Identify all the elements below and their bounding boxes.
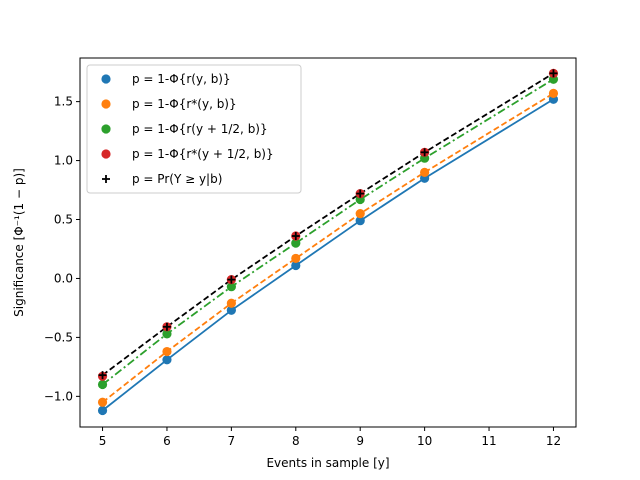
x-tick-label: 9	[356, 434, 364, 448]
series-5-point	[356, 189, 365, 198]
series-3-point	[291, 238, 301, 248]
legend-label-4: p = 1-Φ{r*(y + 1/2, b)}	[132, 147, 274, 161]
series-2-point	[355, 209, 365, 219]
legend-label-5: p = Pr(Y ≥ y|b)	[132, 172, 222, 186]
series-3-point	[162, 329, 172, 339]
axes-layer: 5 6 7 8 9 10 11 12 −1.0 −0.5 0.0 0.5 1.0 1.5	[44, 57, 577, 448]
series-1-point	[162, 355, 172, 365]
legend-marker-3	[101, 124, 111, 134]
legend-marker-5	[102, 175, 110, 183]
plot-frame	[79, 57, 577, 428]
x-tick-label: 8	[292, 434, 300, 448]
series-1-point	[355, 216, 365, 226]
series-2-point	[291, 253, 301, 264]
series-5-point	[420, 148, 429, 157]
y-tick-label: 0.5	[54, 213, 73, 227]
legend-marker-4	[101, 149, 111, 159]
series-5-point	[162, 322, 171, 331]
x-tick-label: 11	[481, 434, 496, 448]
y-axis-title: Significance [Φ⁻¹(1 − p)]	[12, 168, 26, 317]
y-tick-label: 1.5	[54, 95, 73, 109]
y-tick-label: −1.0	[44, 389, 73, 403]
legend: p = 1-Φ{r(y, b)} p = 1-Φ{r*(y, b)} p = 1-Φ…	[86, 64, 302, 194]
x-tick-label: 12	[546, 434, 561, 448]
y-tick-label: 0.0	[54, 271, 73, 285]
legend-box	[86, 64, 302, 194]
series-1-point	[97, 405, 108, 416]
plot-layer	[97, 68, 559, 416]
legend-marker-1	[101, 74, 111, 84]
series-5-point	[291, 232, 300, 241]
series-1-point	[291, 260, 301, 271]
y-tick-label: 1.0	[54, 154, 73, 168]
legend-label-1: p = 1-Φ{r(y, b)}	[132, 72, 231, 86]
x-tick-label: 7	[228, 434, 236, 448]
x-tick-label: 5	[99, 434, 107, 448]
x-axis-title: Events in sample [y]	[266, 456, 389, 470]
legend-marker-2	[101, 99, 111, 109]
series-5-point	[227, 275, 236, 284]
series-5-point	[98, 371, 107, 380]
legend-label-2: p = 1-Φ{r*(y, b)}	[132, 97, 237, 111]
series-2-point	[420, 167, 430, 177]
series-2-point	[97, 397, 108, 407]
series-1-point	[226, 305, 236, 315]
series-2-point	[162, 346, 172, 357]
series-3-point	[97, 379, 108, 390]
x-tick-label: 6	[163, 434, 171, 448]
series-2-point	[226, 298, 236, 308]
series-3-point	[226, 282, 236, 292]
y-tick-label: −0.5	[44, 330, 73, 344]
series-2-point	[548, 88, 559, 98]
x-tick-label: 10	[417, 434, 432, 448]
series-5-point	[549, 69, 558, 78]
legend-label-3: p = 1-Φ{r(y + 1/2, b)}	[132, 122, 268, 136]
